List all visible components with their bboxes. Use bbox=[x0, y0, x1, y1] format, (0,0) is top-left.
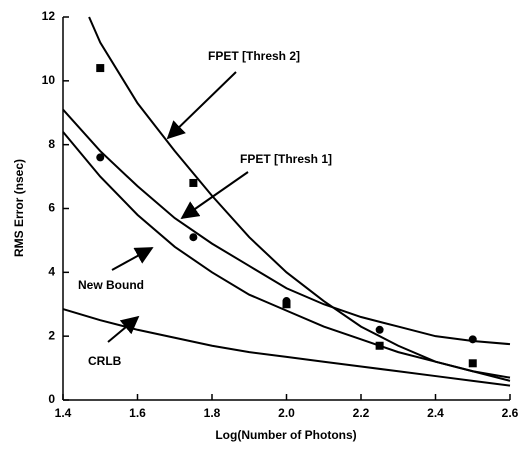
annotation-arrow bbox=[107, 315, 140, 343]
x-tick-label: 1.4 bbox=[55, 406, 72, 420]
annotation-arrow bbox=[111, 247, 154, 271]
annotation: New Bound bbox=[78, 278, 144, 292]
point bbox=[189, 233, 198, 242]
x-tick-label: 2.2 bbox=[353, 406, 370, 420]
y-tick-label: 6 bbox=[48, 201, 55, 215]
point bbox=[282, 297, 291, 306]
y-tick-label: 8 bbox=[48, 137, 55, 151]
point bbox=[96, 153, 105, 162]
y-tick-label: 4 bbox=[48, 265, 55, 279]
x-tick-label: 1.6 bbox=[129, 406, 146, 420]
annotation: FPET [Thresh 1] bbox=[240, 152, 332, 166]
point bbox=[468, 335, 477, 344]
y-tick-label: 2 bbox=[48, 328, 55, 342]
y-tick-label: 0 bbox=[48, 392, 55, 406]
y-tick-label: 12 bbox=[42, 9, 56, 23]
annotation: FPET [Thresh 2] bbox=[208, 49, 300, 63]
line bbox=[88, 16, 511, 379]
x-tick-label: 2.0 bbox=[278, 406, 295, 420]
point bbox=[468, 359, 477, 368]
point bbox=[189, 178, 198, 187]
x-tick-label: 2.6 bbox=[502, 406, 519, 420]
x-tick-label: 2.4 bbox=[427, 406, 444, 420]
y-tick-label: 10 bbox=[42, 73, 56, 87]
line bbox=[62, 308, 511, 387]
line bbox=[62, 108, 511, 346]
point bbox=[375, 325, 384, 334]
annotation: CRLB bbox=[88, 354, 122, 368]
point bbox=[375, 341, 384, 350]
y-axis-label: RMS Error (nsec) bbox=[12, 159, 26, 257]
line bbox=[62, 131, 511, 382]
x-tick-label: 1.8 bbox=[204, 406, 221, 420]
annotation-arrow bbox=[166, 71, 237, 140]
x-axis-label: Log(Number of Photons) bbox=[215, 428, 356, 442]
point bbox=[96, 64, 105, 73]
annotation-arrow bbox=[180, 171, 249, 220]
